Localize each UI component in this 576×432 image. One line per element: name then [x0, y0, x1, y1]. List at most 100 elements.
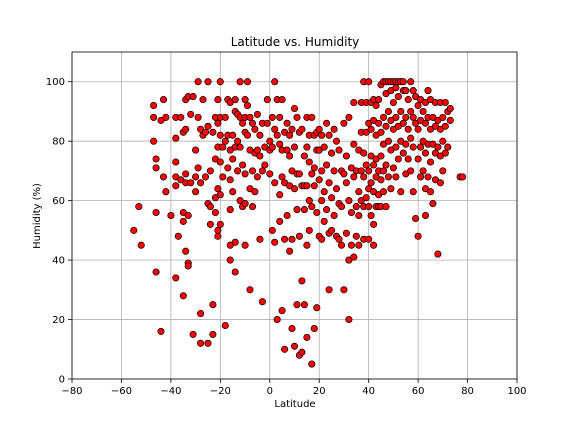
data-point — [288, 324, 296, 333]
data-point — [409, 188, 417, 196]
data-point — [271, 78, 279, 86]
data-point — [414, 232, 422, 240]
data-point — [345, 113, 353, 121]
data-point — [439, 113, 447, 121]
data-point — [251, 125, 259, 133]
plot-frame — [71, 51, 518, 380]
data-point — [162, 188, 170, 196]
data-point — [379, 167, 388, 175]
data-point — [256, 152, 264, 160]
data-point — [159, 96, 168, 104]
data-point — [286, 131, 294, 139]
data-point — [135, 203, 143, 211]
data-point — [263, 119, 271, 127]
data-point — [197, 310, 205, 318]
data-point — [377, 128, 385, 136]
data-point — [407, 167, 415, 175]
data-point — [283, 119, 291, 127]
data-point — [303, 241, 311, 249]
data-point — [308, 203, 316, 211]
data-point — [404, 155, 412, 163]
data-point — [276, 140, 284, 148]
data-point — [182, 170, 190, 178]
data-point — [236, 143, 244, 151]
data-point — [152, 164, 160, 172]
data-point — [298, 277, 306, 285]
data-point — [221, 321, 229, 330]
data-point — [251, 188, 259, 196]
data-point — [414, 101, 422, 110]
data-point — [182, 247, 190, 255]
data-point — [421, 149, 430, 157]
data-point — [276, 191, 284, 199]
data-point — [367, 211, 375, 220]
data-point — [342, 179, 350, 187]
data-point — [392, 143, 400, 151]
data-point — [407, 134, 415, 142]
data-point — [308, 360, 316, 368]
data-point — [241, 241, 249, 249]
y-tick-label: 0 — [59, 375, 65, 386]
data-point — [300, 206, 308, 214]
data-point — [340, 170, 348, 178]
data-point — [221, 113, 229, 121]
data-point — [426, 158, 435, 166]
data-point — [283, 211, 291, 220]
x-tick-label: 100 — [507, 386, 526, 397]
data-point — [290, 185, 299, 193]
data-point — [323, 206, 331, 214]
data-point — [323, 119, 331, 127]
data-point — [150, 101, 158, 110]
data-point — [328, 226, 336, 234]
data-point — [248, 203, 257, 211]
data-point — [347, 208, 355, 217]
data-point — [414, 155, 422, 163]
data-point — [325, 286, 333, 294]
data-point — [253, 173, 261, 181]
data-point — [392, 113, 400, 121]
data-point — [365, 235, 373, 243]
data-point — [318, 235, 326, 243]
data-point — [377, 152, 385, 160]
data-point — [342, 229, 350, 237]
data-point — [157, 327, 165, 335]
data-point — [189, 93, 197, 101]
data-point — [239, 119, 247, 127]
data-point — [281, 235, 289, 243]
data-point — [382, 203, 390, 211]
data-point — [283, 146, 291, 154]
data-point — [323, 161, 331, 169]
data-point — [421, 211, 430, 220]
data-point — [379, 113, 388, 121]
data-point — [441, 122, 449, 130]
data-point — [409, 113, 417, 121]
data-point — [197, 339, 205, 347]
data-point — [293, 113, 301, 121]
data-point — [387, 185, 395, 193]
data-point — [130, 226, 138, 234]
data-point — [372, 101, 380, 110]
data-point — [417, 173, 425, 181]
data-point — [256, 131, 264, 139]
data-point — [194, 78, 202, 86]
data-point — [421, 119, 430, 127]
y-tick-label: 20 — [52, 315, 65, 326]
data-point — [243, 101, 252, 110]
data-point — [409, 143, 417, 151]
chart-title: Latitude vs. Humidity — [231, 35, 360, 49]
data-point — [384, 107, 392, 116]
x-tick-label: −80 — [61, 386, 82, 397]
data-point — [243, 78, 252, 86]
data-point — [399, 119, 407, 127]
data-point — [300, 152, 308, 160]
x-tick-label: −40 — [160, 386, 181, 397]
data-point — [350, 140, 358, 148]
data-point — [350, 173, 358, 181]
data-point — [330, 167, 338, 175]
data-point — [407, 107, 415, 116]
data-point — [303, 333, 311, 341]
data-point — [313, 304, 321, 312]
y-tick-label: 40 — [52, 256, 65, 267]
data-point — [345, 197, 353, 205]
data-point — [226, 256, 234, 264]
